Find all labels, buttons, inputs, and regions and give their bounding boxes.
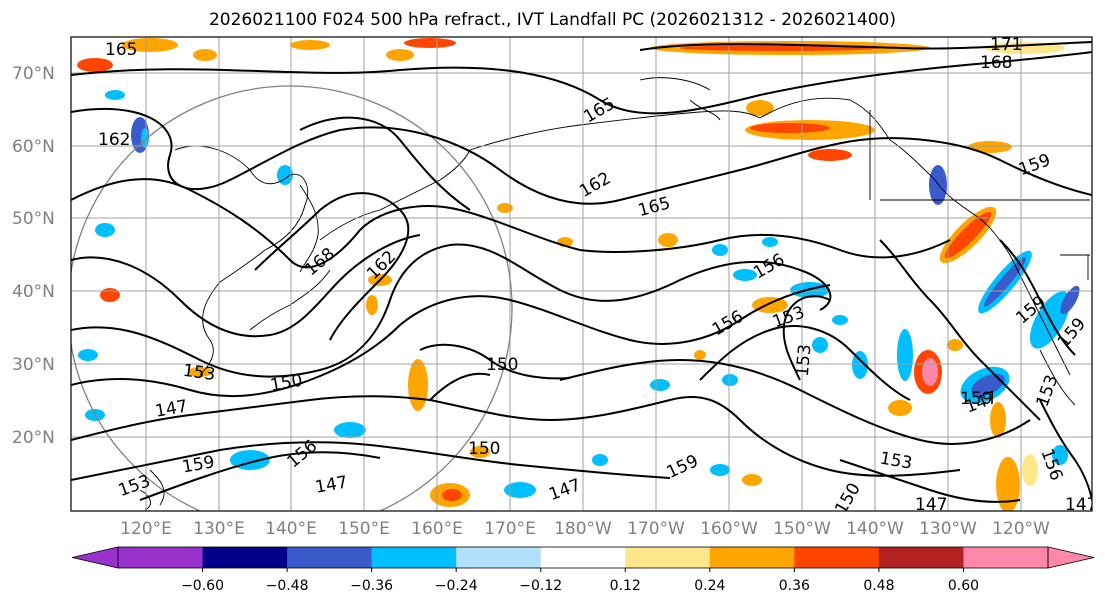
lon-label: 130°E [193, 519, 245, 539]
contour-label: 162 [98, 130, 130, 150]
colorbar-segment [371, 547, 457, 568]
longitude-labels: 120°E 130°E 140°E 150°E 160°E 170°E 180°… [120, 519, 1050, 539]
colorbar-tick-label: −0.36 [350, 578, 393, 594]
lon-label: 120°W [992, 519, 1050, 539]
colorbar-segment [878, 547, 964, 568]
lat-label: 50°N [12, 209, 55, 229]
shaded-field [77, 38, 1080, 511]
colorbar-tick-label: −0.60 [181, 578, 224, 594]
lat-label: 70°N [12, 64, 55, 84]
range-circle [71, 85, 513, 511]
colorbar-border [117, 546, 1049, 569]
lon-label: 170°E [484, 519, 536, 539]
colorbar-tick-label: 0.48 [863, 578, 894, 594]
lon-label: 160°E [411, 519, 463, 539]
contour-label: 168 [980, 53, 1012, 73]
lat-label: 30°N [12, 355, 55, 375]
contour-label: 171 [990, 35, 1022, 55]
colorbar-tick-label: 0.12 [610, 578, 641, 594]
colorbar: −0.60 −0.48 −0.36 −0.24 −0.12 0.12 0.24 0.36 0.4… [71, 546, 1095, 594]
contour-label: 150 [486, 355, 518, 375]
colorbar-tick-label: −0.12 [519, 578, 562, 594]
lat-label: 20°N [12, 428, 55, 448]
lon-label: 180°W [554, 519, 612, 539]
colorbar-segment [456, 547, 542, 568]
colorbar-segment [540, 547, 626, 568]
lon-label: 130°W [919, 519, 977, 539]
lat-label: 40°N [12, 282, 55, 302]
lon-label: 140°E [265, 519, 317, 539]
colorbar-segment [963, 547, 1049, 568]
map-background [71, 37, 1092, 511]
colorbar-tick-label: 0.24 [694, 578, 725, 594]
colorbar-tick-label: 0.60 [948, 578, 979, 594]
colorbar-tick-label: −0.24 [435, 578, 478, 594]
colorbar-tick-label: −0.48 [266, 578, 309, 594]
contour-label: 159 [960, 389, 992, 409]
colorbar-arrow-left [71, 546, 119, 569]
lon-label: 120°E [120, 519, 172, 539]
contour-label: 150 [468, 439, 500, 459]
colorbar-segment [202, 547, 288, 568]
colorbar-arrow-right [1047, 546, 1095, 569]
latitude-labels: 70°N 60°N 50°N 40°N 30°N 20°N [12, 64, 55, 448]
lon-label: 150°E [338, 519, 390, 539]
contour-label: 147 [915, 495, 947, 515]
colorbar-segment [287, 547, 373, 568]
colorbar-segment [794, 547, 880, 568]
contour-label: 147 [1065, 495, 1097, 515]
colorbar-segment [625, 547, 711, 568]
contour-label: 153 [793, 343, 816, 377]
contour-label: 153 [182, 361, 217, 385]
lon-label: 160°W [700, 519, 758, 539]
lon-label: 150°W [773, 519, 831, 539]
lat-label: 60°N [12, 137, 55, 157]
map-frame [70, 36, 1093, 512]
contour-label: 165 [105, 40, 137, 60]
lon-label: 170°W [627, 519, 685, 539]
map-title: 2026021100 F024 500 hPa refract., IVT La… [208, 10, 896, 30]
lon-label: 140°W [846, 519, 904, 539]
contour-lines [71, 41, 1092, 503]
colorbar-tick-label: 0.36 [779, 578, 810, 594]
colorbar-segment [709, 547, 795, 568]
colorbar-segment [118, 547, 204, 568]
